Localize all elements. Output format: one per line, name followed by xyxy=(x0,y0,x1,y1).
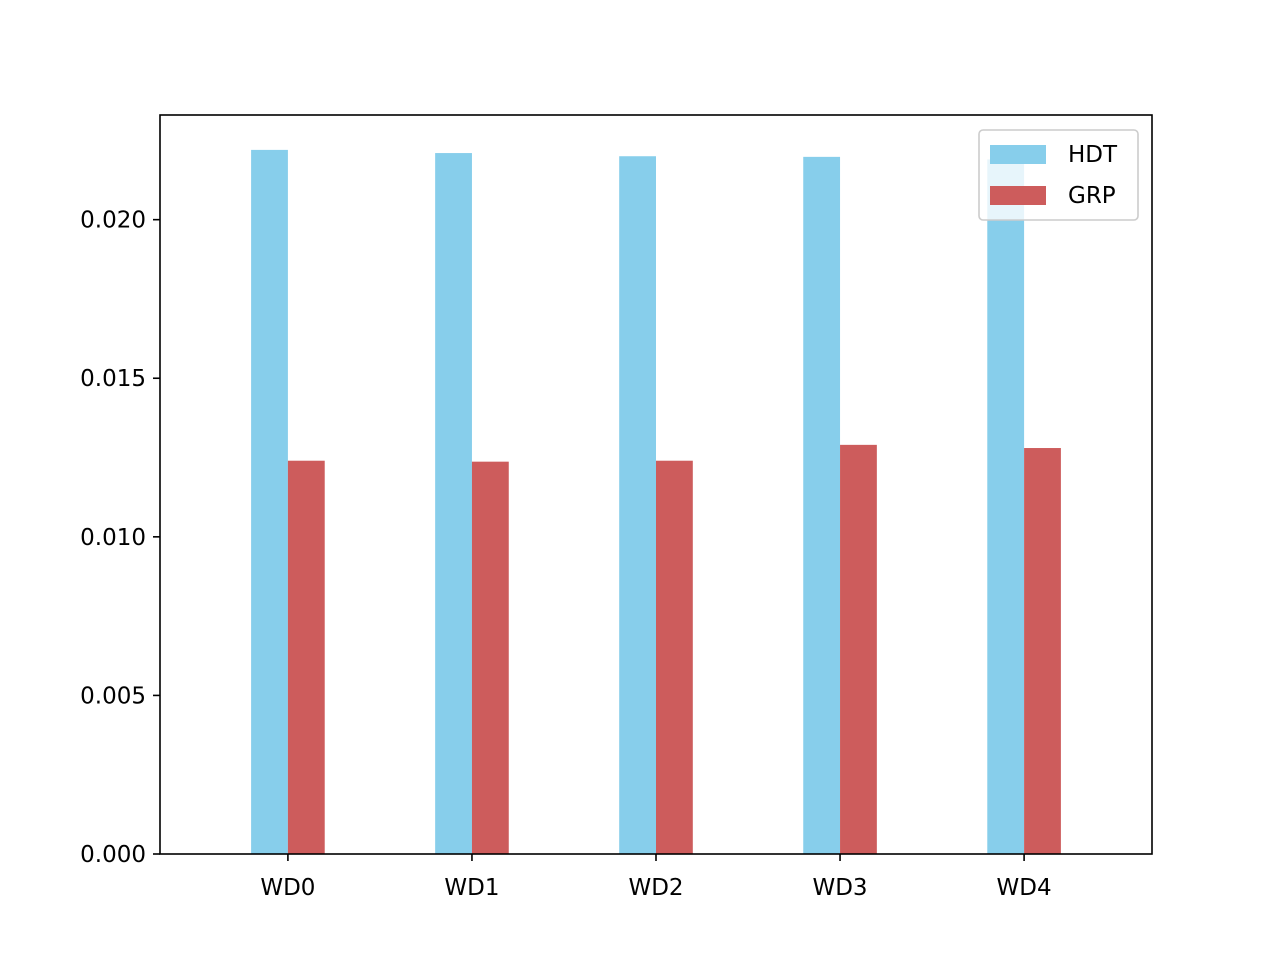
legend-label-grp: GRP xyxy=(1068,183,1116,209)
bar-hdt-wd1 xyxy=(435,153,472,855)
y-tick-label: 0.010 xyxy=(80,525,146,551)
x-tick-label: WD2 xyxy=(628,875,683,901)
y-tick-label: 0.015 xyxy=(80,366,146,392)
bar-grp-wd2 xyxy=(656,460,693,854)
y-tick-label: 0.000 xyxy=(80,842,146,868)
x-tick-label: WD3 xyxy=(812,875,867,901)
y-tick-label: 0.005 xyxy=(80,683,146,709)
bar-grp-wd3 xyxy=(840,444,877,854)
x-tick-label: WD1 xyxy=(444,875,499,901)
legend-swatch-grp xyxy=(990,186,1046,205)
x-tick-label: WD0 xyxy=(260,875,315,901)
bar-hdt-wd2 xyxy=(619,156,656,855)
bar-hdt-wd3 xyxy=(803,156,841,854)
bar-grp-wd4 xyxy=(1024,448,1061,854)
bar-hdt-wd4 xyxy=(987,159,1025,854)
legend-label-hdt: HDT xyxy=(1068,142,1118,168)
axes-layer: 0.000 0.005 0.010 0.015 0.020 WD0 WD1 WD2 WD3 WD4 xyxy=(80,114,1153,901)
x-tick-label: WD4 xyxy=(997,875,1052,901)
legend-swatch-hdt xyxy=(990,145,1046,164)
bar-hdt-wd0 xyxy=(251,149,288,854)
bars-layer xyxy=(251,149,1061,855)
bar-grp-wd0 xyxy=(287,460,325,854)
bar-grp-wd1 xyxy=(471,461,509,854)
legend: HDT GRP xyxy=(978,129,1139,221)
y-tick-label: 0.020 xyxy=(80,208,146,234)
